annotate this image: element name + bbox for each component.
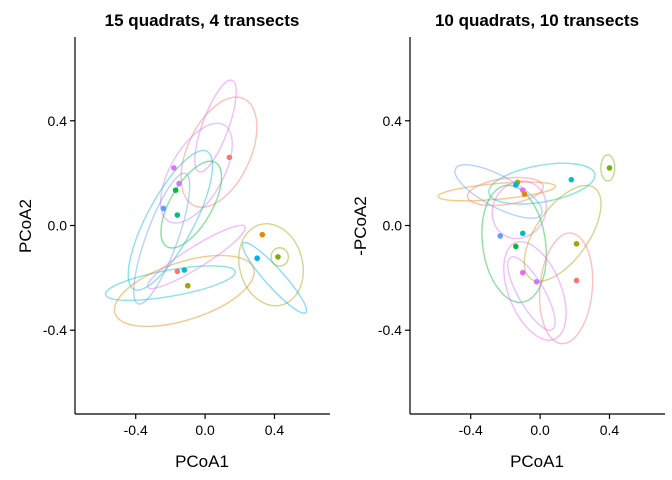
left-ellipse-5 xyxy=(133,172,191,305)
right-y-tick-label-0: -0.4 xyxy=(378,322,402,338)
left-ellipse-7 xyxy=(241,241,308,314)
left-centroid-point-4 xyxy=(160,205,167,212)
right-ellipse-9 xyxy=(503,241,567,341)
right-centroid-point-0 xyxy=(606,165,613,171)
left-ellipse-0 xyxy=(180,96,258,208)
left-centroid-point-5 xyxy=(174,212,181,218)
left-plot-area xyxy=(104,79,308,328)
left-panel-title: 15 quadrats, 4 transects xyxy=(105,11,300,30)
left-centroid-point-9 xyxy=(174,268,181,275)
right-x-axis-title: PCoA1 xyxy=(510,452,564,471)
left-panel: 15 quadrats, 4 transects -0.4 0.0 0.4 -0.4 0… xyxy=(16,11,330,471)
right-ellipse-4 xyxy=(491,180,548,240)
right-ellipse-1 xyxy=(437,181,557,202)
left-ellipse-11 xyxy=(146,224,246,290)
left-x-tick-label-1: 0.0 xyxy=(195,422,215,438)
left-ellipse-3 xyxy=(160,160,223,249)
left-ticks: -0.4 0.0 0.4 -0.4 0.0 0.4 xyxy=(43,113,285,438)
right-x-tick-label-1: 0.0 xyxy=(530,422,550,438)
left-centroid-point-6 xyxy=(259,231,266,238)
left-x-tick-label-0: -0.4 xyxy=(124,422,148,438)
right-y-axis-title: -PCoA2 xyxy=(351,196,370,256)
right-centroid-point-1 xyxy=(568,176,575,183)
right-ticks: -0.4 0.0 0.4 -0.4 0.0 0.4 xyxy=(378,113,620,438)
right-ellipse-5 xyxy=(600,154,616,182)
right-x-tick-label-2: 0.4 xyxy=(600,422,620,438)
left-y-tick-label-2: 0.4 xyxy=(48,113,68,129)
left-ellipse-8 xyxy=(270,247,290,267)
left-y-tick-label-0: -0.4 xyxy=(43,322,67,338)
right-ellipse-7 xyxy=(481,184,547,304)
right-centroid-point-9 xyxy=(573,241,580,247)
left-ellipse-10 xyxy=(113,254,255,328)
right-panel: 10 quadrats, 10 transects -0.4 0.0 0.4-0.4… xyxy=(351,11,665,471)
left-y-tick-label-1: 0.0 xyxy=(48,218,68,234)
left-y-axis-title: PCoA2 xyxy=(16,199,35,253)
right-ellipse-3 xyxy=(466,176,544,207)
right-ellipse-10 xyxy=(507,256,556,331)
right-ellipse-0 xyxy=(488,162,596,205)
left-ellipse-1 xyxy=(194,79,237,173)
right-centroid-point-5 xyxy=(521,191,528,197)
right-x-tick-label-0: -0.4 xyxy=(459,422,483,438)
right-centroid-point-7 xyxy=(519,230,526,237)
left-centroid-point-3 xyxy=(172,187,179,193)
left-centroid-point-11 xyxy=(184,282,191,289)
left-centroid-point-7 xyxy=(254,255,260,262)
left-centroid-point-1 xyxy=(171,165,177,171)
left-centroid-point-0 xyxy=(226,154,233,161)
right-plot-area xyxy=(437,154,616,345)
left-centroid-point-10 xyxy=(181,267,188,273)
left-x-tick-label-2: 0.4 xyxy=(265,422,285,438)
right-centroid-point-6 xyxy=(497,233,504,239)
right-centroid-point-8 xyxy=(513,243,519,250)
left-ellipse-9 xyxy=(104,265,237,302)
right-ellipse-8 xyxy=(538,232,594,345)
left-ellipse-4 xyxy=(127,149,214,291)
right-centroid-point-3 xyxy=(513,182,519,188)
right-centroid-point-11 xyxy=(533,278,540,285)
right-y-tick-label-1: 0.0 xyxy=(383,218,403,234)
right-centroid-point-10 xyxy=(519,269,526,276)
right-ellipse-2 xyxy=(454,164,543,219)
right-panel-title: 10 quadrats, 10 transects xyxy=(435,11,639,30)
left-centroid-point-8 xyxy=(275,254,281,260)
right-centroid-point-12 xyxy=(573,277,580,284)
left-ellipse-2 xyxy=(159,122,233,224)
left-ellipse-6 xyxy=(238,223,304,307)
right-y-tick-label-2: 0.4 xyxy=(383,113,403,129)
left-x-axis-title: PCoA1 xyxy=(175,452,229,471)
right-ellipse-6 xyxy=(523,184,602,282)
left-centroid-point-2 xyxy=(176,180,182,187)
